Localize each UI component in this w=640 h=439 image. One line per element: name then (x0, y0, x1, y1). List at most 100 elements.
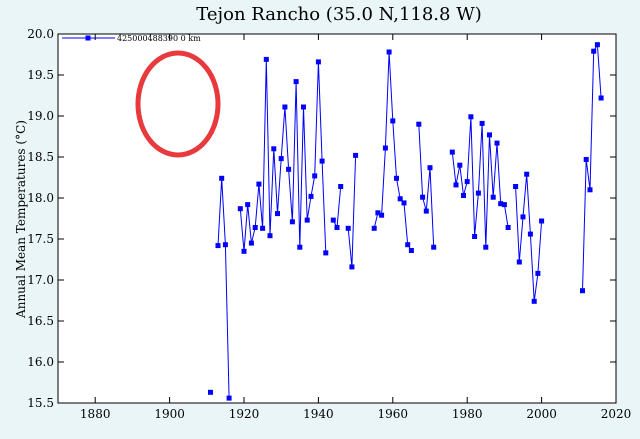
data-point (252, 225, 258, 230)
data-point (416, 121, 422, 127)
data-point (587, 187, 593, 193)
data-point (301, 104, 306, 110)
y-tick-label: 17.5 (27, 232, 54, 246)
series-line (239, 59, 327, 253)
data-point (237, 206, 243, 212)
y-tick-label: 16.0 (27, 355, 54, 369)
data-point (304, 217, 310, 223)
data-point (282, 104, 288, 110)
legend-label: 425000488390 0 km (117, 34, 201, 43)
data-point (248, 240, 254, 246)
data-point (513, 184, 519, 189)
data-point (527, 231, 533, 237)
data-point (371, 225, 377, 231)
data-point (222, 242, 228, 248)
x-tick-label: 1960 (378, 407, 409, 421)
data-point (520, 214, 526, 220)
data-point (330, 217, 336, 223)
x-tick-label: 1980 (452, 407, 483, 421)
legend-marker (85, 35, 91, 41)
data-point (479, 120, 485, 126)
annotation-circle (135, 50, 221, 158)
data-point (278, 156, 284, 162)
axis-ticks: 15.5 16.0 16.5 17.0 17.5 18.0 18.5 19.0 19.5 20.0… (27, 27, 631, 421)
chart-title: Tejon Rancho (35.0 N,118.8 W) (196, 4, 481, 25)
data-point (375, 210, 381, 216)
data-point (464, 179, 470, 185)
data-point (379, 212, 385, 218)
data-point (338, 184, 344, 189)
x-tick-label: 2000 (526, 407, 557, 421)
series-line (582, 43, 602, 291)
data-point (453, 182, 459, 188)
y-tick-label: 18.5 (27, 150, 54, 164)
data-point (408, 248, 414, 253)
x-tick-label: 2020 (601, 407, 632, 421)
data-point (501, 202, 507, 208)
data-point (420, 194, 426, 200)
data-point (267, 233, 273, 239)
data-point (457, 162, 463, 168)
data-point (215, 243, 221, 249)
data-point (297, 244, 303, 250)
data-point (256, 181, 262, 187)
data-point (293, 79, 299, 85)
y-tick-label: 18.0 (27, 191, 54, 205)
data-point (524, 171, 530, 177)
data-point (241, 248, 247, 254)
y-tick-label: 17.0 (27, 273, 54, 287)
data-point (271, 146, 277, 152)
series-line (515, 174, 543, 302)
series-group (208, 42, 604, 401)
data-point (245, 202, 251, 208)
y-tick-label: 16.5 (27, 314, 54, 328)
data-point (472, 234, 478, 239)
data-point (349, 264, 355, 270)
data-point (208, 389, 213, 395)
y-tick-label: 19.5 (27, 68, 54, 82)
data-point (539, 218, 545, 224)
x-tick-label: 1900 (154, 407, 185, 421)
data-point (275, 211, 280, 217)
data-point (598, 95, 604, 101)
data-point (289, 219, 295, 225)
data-point (468, 114, 474, 120)
data-point (308, 193, 314, 199)
data-point (219, 175, 225, 181)
data-point (390, 118, 396, 124)
data-point (386, 49, 392, 55)
data-point (494, 140, 500, 146)
data-point (591, 48, 597, 54)
data-point (394, 175, 399, 181)
x-tick-label: 1940 (303, 407, 334, 421)
y-tick-label: 15.5 (27, 396, 54, 410)
data-point (319, 158, 325, 164)
data-point (315, 59, 321, 65)
data-point (431, 244, 437, 250)
x-tick-label: 1880 (80, 407, 111, 421)
data-point (401, 200, 407, 206)
data-point (461, 193, 466, 198)
data-point (516, 259, 522, 265)
series-line (451, 116, 509, 248)
data-point (382, 145, 388, 151)
data-point (312, 173, 318, 179)
data-point (334, 225, 340, 230)
y-tick-label: 20.0 (27, 27, 54, 41)
y-axis-label: Annual Mean Temperatures (°C) (14, 120, 28, 319)
data-point (405, 242, 411, 248)
series-line (217, 178, 230, 399)
data-point (449, 149, 455, 155)
x-tick-label: 1920 (229, 407, 260, 421)
data-point (397, 196, 403, 202)
data-point (260, 225, 266, 231)
data-point (580, 288, 585, 294)
data-point (226, 395, 232, 401)
data-point (490, 194, 496, 200)
data-point (345, 225, 351, 231)
data-point (475, 190, 481, 196)
data-point (531, 298, 537, 304)
data-point (323, 250, 329, 256)
data-point (498, 201, 504, 207)
